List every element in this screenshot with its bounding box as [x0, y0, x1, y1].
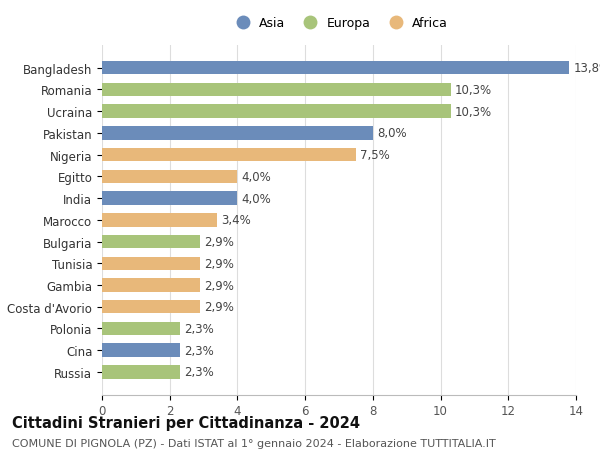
Text: 8,0%: 8,0%: [377, 127, 407, 140]
Bar: [102, 105, 451, 118]
Bar: [102, 235, 200, 249]
Text: 2,9%: 2,9%: [204, 235, 234, 248]
Bar: [102, 192, 238, 205]
Bar: [102, 213, 217, 227]
Text: 7,5%: 7,5%: [360, 149, 390, 162]
Text: 2,3%: 2,3%: [184, 344, 214, 357]
Bar: [102, 365, 180, 379]
Bar: [102, 322, 180, 336]
Text: COMUNE DI PIGNOLA (PZ) - Dati ISTAT al 1° gennaio 2024 - Elaborazione TUTTITALIA: COMUNE DI PIGNOLA (PZ) - Dati ISTAT al 1…: [12, 438, 496, 448]
Bar: [102, 300, 200, 314]
Text: 13,8%: 13,8%: [573, 62, 600, 75]
Text: 3,4%: 3,4%: [221, 214, 251, 227]
Text: Cittadini Stranieri per Cittadinanza - 2024: Cittadini Stranieri per Cittadinanza - 2…: [12, 415, 360, 431]
Text: 10,3%: 10,3%: [455, 106, 492, 118]
Text: 2,3%: 2,3%: [184, 366, 214, 379]
Bar: [102, 62, 569, 75]
Text: 4,0%: 4,0%: [241, 192, 271, 205]
Legend: Asia, Europa, Africa: Asia, Europa, Africa: [230, 17, 448, 30]
Bar: [102, 344, 180, 357]
Text: 2,9%: 2,9%: [204, 279, 234, 292]
Bar: [102, 170, 238, 184]
Text: 10,3%: 10,3%: [455, 84, 492, 97]
Bar: [102, 149, 356, 162]
Text: 2,9%: 2,9%: [204, 257, 234, 270]
Text: 2,3%: 2,3%: [184, 322, 214, 335]
Bar: [102, 84, 451, 97]
Text: 2,9%: 2,9%: [204, 301, 234, 313]
Bar: [102, 127, 373, 140]
Text: 4,0%: 4,0%: [241, 170, 271, 184]
Bar: [102, 257, 200, 270]
Bar: [102, 279, 200, 292]
